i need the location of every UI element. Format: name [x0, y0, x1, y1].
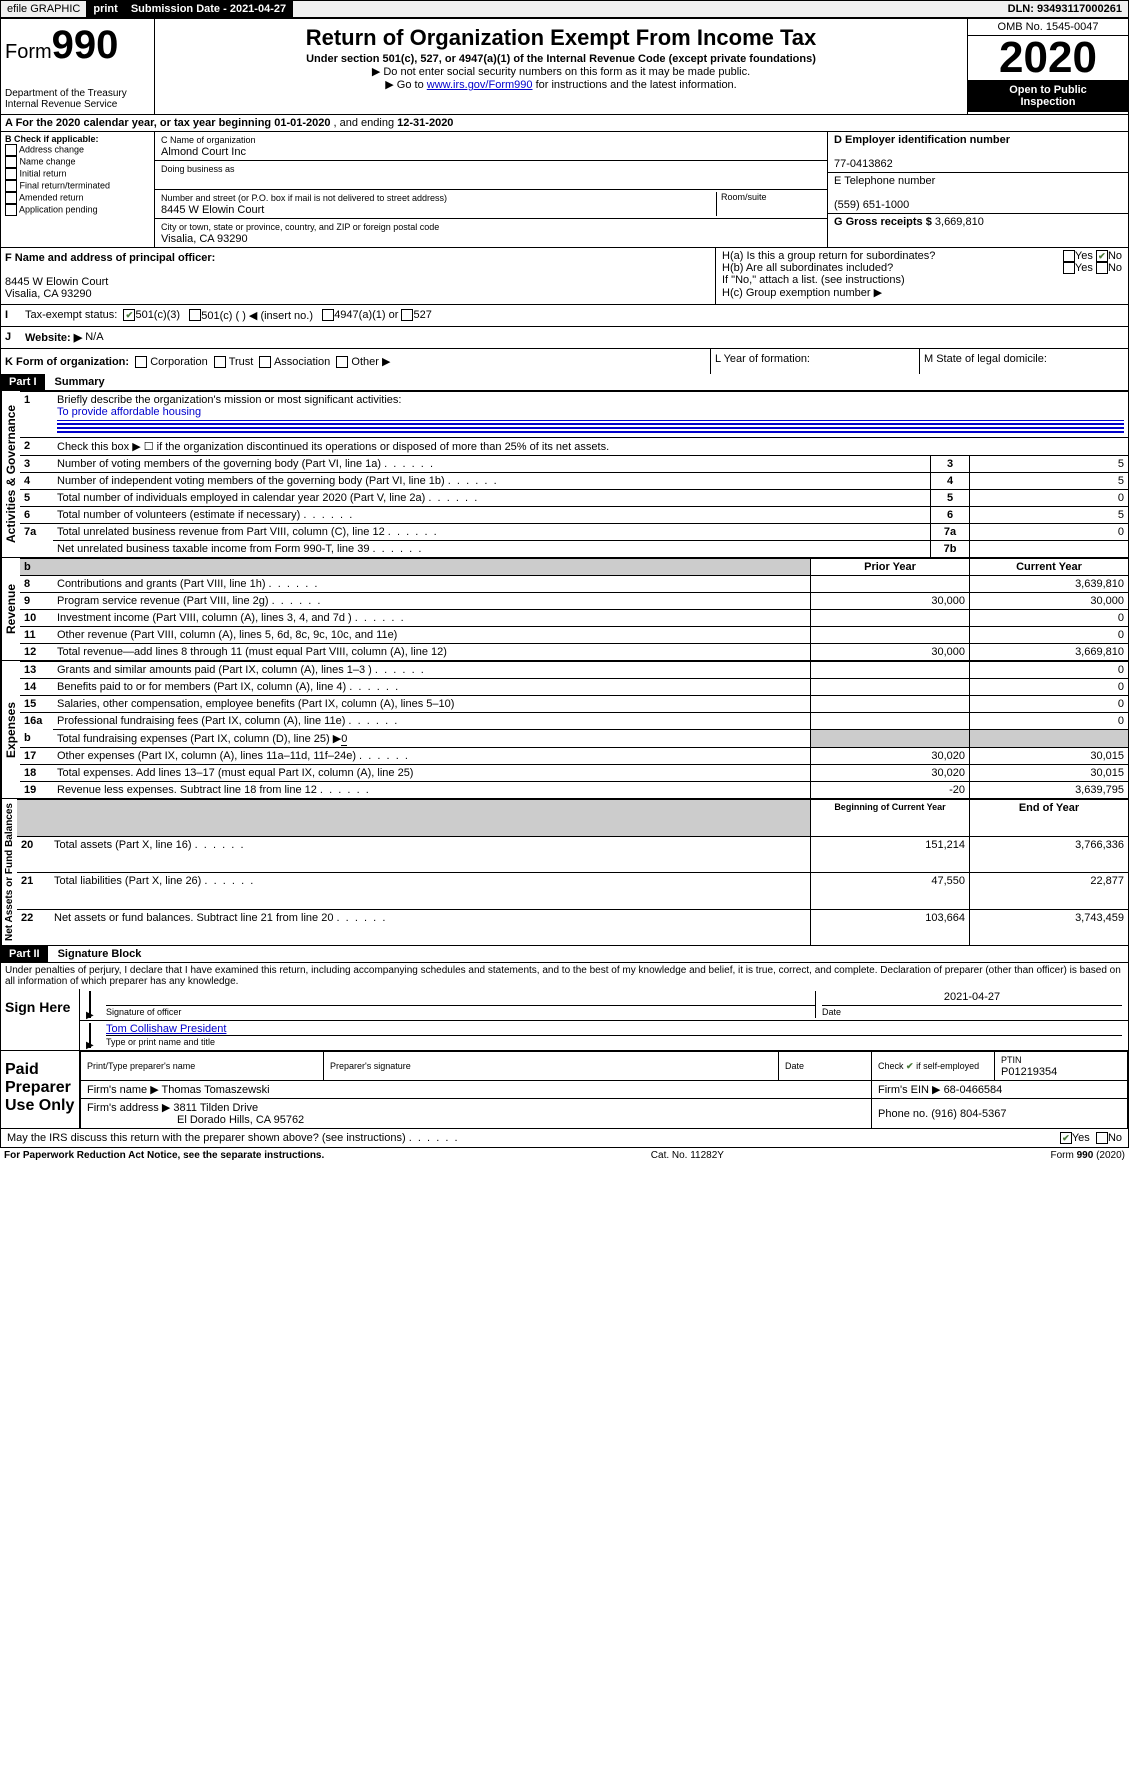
- vtab-revenue: Revenue: [1, 558, 20, 660]
- form-title: Return of Organization Exempt From Incom…: [159, 25, 963, 51]
- revenue-table: b Prior Year Current Year 8Contributions…: [20, 558, 1128, 660]
- part2-title: Signature Block: [48, 948, 142, 960]
- vtab-expenses: Expenses: [1, 661, 20, 798]
- vtab-activities: Activities & Governance: [1, 391, 20, 557]
- box-m: M State of legal domicile:: [919, 349, 1128, 374]
- part1-title: Summary: [45, 376, 105, 388]
- box-f: F Name and address of principal officer:…: [1, 248, 716, 304]
- efile-label: efile GRAPHIC: [1, 1, 87, 17]
- discuss-row: May the IRS discuss this return with the…: [0, 1129, 1129, 1148]
- paid-preparer-block: Paid Preparer Use Only Print/Type prepar…: [0, 1051, 1129, 1129]
- instructions-link[interactable]: www.irs.gov/Form990: [427, 79, 533, 91]
- box-e: E Telephone number (559) 651-1000: [828, 173, 1128, 214]
- expenses-table: 13Grants and similar amounts paid (Part …: [20, 661, 1128, 798]
- box-k: K Form of organization: Corporation Trus…: [1, 349, 710, 374]
- submission-date-button[interactable]: Submission Date - 2021-04-27: [125, 1, 293, 17]
- box-c: C Name of organization Almond Court Inc …: [155, 132, 828, 247]
- form-id-box: Form990 Department of the Treasury Inter…: [1, 19, 155, 114]
- 501c3-checkbox[interactable]: ✔: [123, 309, 135, 321]
- form-title-box: Return of Organization Exempt From Incom…: [155, 19, 967, 114]
- vtab-netassets: Net Assets or Fund Balances: [1, 799, 17, 945]
- sign-here-block: Sign Here Signature of officer 2021-04-2…: [0, 989, 1129, 1051]
- governance-table: 1 Briefly describe the organization's mi…: [20, 391, 1128, 557]
- part1-tab: Part I: [1, 374, 45, 390]
- print-button[interactable]: print: [87, 1, 124, 17]
- tax-year-text: A For the 2020 calendar year, or tax yea…: [5, 117, 453, 129]
- box-h: H(a) Is this a group return for subordin…: [716, 248, 1128, 304]
- box-b: B Check if applicable: Address change Na…: [1, 132, 155, 247]
- dln-label: DLN: 93493117000261: [1002, 1, 1128, 17]
- box-g: G Gross receipts $ 3,669,810: [828, 214, 1128, 230]
- box-l: L Year of formation:: [710, 349, 919, 374]
- part2-tab: Part II: [1, 946, 48, 962]
- netassets-table: Beginning of Current Year End of Year 20…: [17, 799, 1128, 945]
- top-toolbar: efile GRAPHIC print Submission Date - 20…: [0, 0, 1129, 18]
- footer: For Paperwork Reduction Act Notice, see …: [0, 1148, 1129, 1163]
- year-box: OMB No. 1545-0047 2020 Open to PublicIns…: [967, 19, 1128, 114]
- box-d: D Employer identification number 77-0413…: [828, 132, 1128, 173]
- perjury-text: Under penalties of perjury, I declare th…: [0, 963, 1129, 989]
